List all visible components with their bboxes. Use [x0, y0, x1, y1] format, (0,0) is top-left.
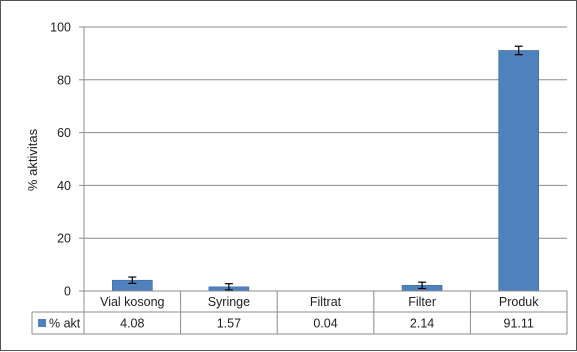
category-label: Filtrat [310, 295, 342, 309]
y-tick-label: 60 [57, 126, 71, 140]
gridlines [84, 26, 567, 239]
category-label: Produk [499, 295, 539, 309]
y-tick-label: 20 [57, 232, 71, 246]
axes [79, 26, 85, 292]
category-label: Syringe [208, 295, 250, 309]
y-tick-label: 40 [57, 179, 71, 193]
data-table-value: 1.57 [217, 317, 241, 331]
category-label: Filter [408, 295, 436, 309]
y-tick-labels: 0 20 40 60 80 100 [50, 21, 71, 299]
y-tick-label: 80 [57, 73, 71, 87]
bar [498, 50, 540, 292]
category-label: Vial kosong [100, 295, 164, 309]
data-table-value: 91.11 [504, 317, 534, 331]
y-tick-label: 0 [64, 285, 71, 299]
legend-swatch [38, 319, 46, 327]
data-table-value: 0.04 [313, 317, 337, 331]
y-axis-label: % aktivitas [25, 128, 40, 191]
y-tick-label: 100 [50, 21, 71, 35]
data-table-value: 4.08 [120, 317, 144, 331]
data-table: Vial kosong Syringe Filtrat Filter Produk % a… [31, 290, 568, 335]
bars [112, 50, 540, 292]
error-bars [128, 45, 523, 291]
data-table-value: 2.14 [410, 317, 434, 331]
legend-series-name: % akt [49, 317, 81, 331]
